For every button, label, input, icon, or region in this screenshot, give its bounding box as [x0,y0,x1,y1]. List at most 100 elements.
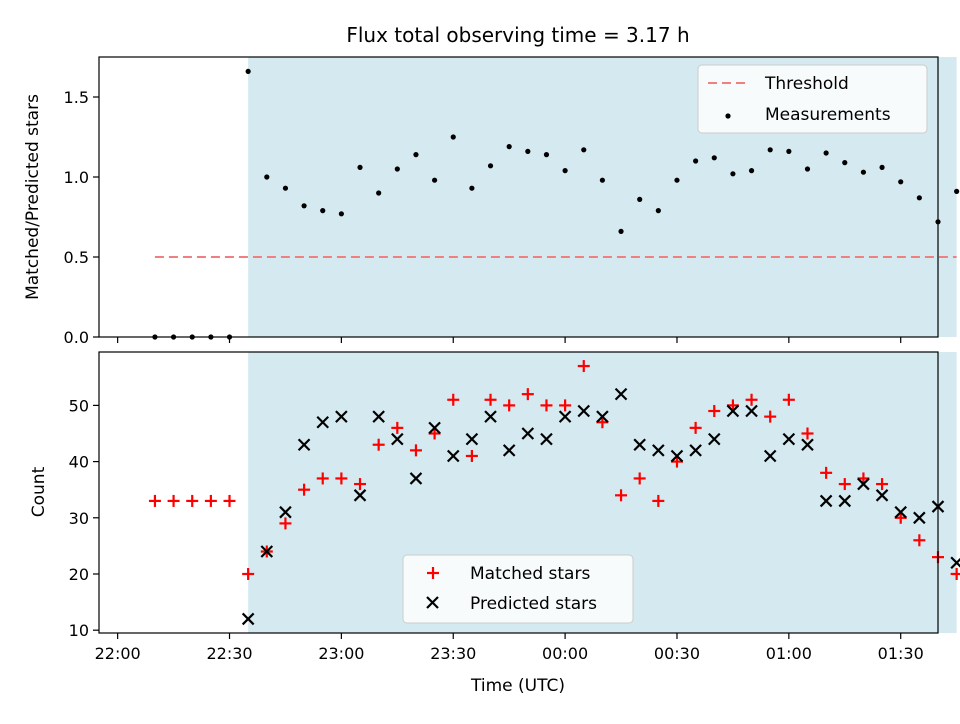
predicted-star-point [763,449,777,463]
predicted-star-point [707,432,721,446]
predicted-star-point [838,494,852,508]
matched-star-point [242,567,255,580]
bottom-legend: Matched stars Predicted stars [402,554,634,624]
measurement-point [357,164,363,170]
predicted-star-point [409,472,423,485]
x-tick-label: 00:00 [542,644,588,663]
matched-star-point [335,472,348,485]
x-tick-label: 23:30 [430,644,476,663]
predicted-star-point [801,438,814,452]
predicted-star-point [297,438,311,452]
predicted-star-point [446,449,460,463]
predicted-star-point [484,410,497,423]
measurement-point [338,211,344,217]
measurement-point [581,147,587,153]
measurement-point [394,166,400,172]
predicted-star-point [857,477,870,491]
measurement-point [748,168,755,174]
bottom-y-tick-label: 50 [69,396,89,415]
predicted-star-point [726,404,740,418]
matched-star-point [559,399,572,412]
predicted-star-point [819,494,833,508]
top-y-tick-label: 1.0 [64,168,89,187]
legend-measurements-swatch [725,113,731,119]
matched-star-point [708,405,721,418]
bottom-y-tick-label: 20 [69,565,89,584]
top-y-axis-label: Matched/Predicted stars [23,94,43,300]
matched-star-point [857,472,870,485]
matched-star-point [372,438,385,451]
matched-star-point [186,494,199,507]
x-tick-label: 01:30 [878,644,924,663]
x-tick-label: 01:00 [766,644,812,663]
top-axes-frame [98,56,939,338]
matched-star-point [409,444,422,457]
predicted-star-point [372,410,385,423]
matched-star-point [204,494,217,507]
predicted-star-point [782,432,796,446]
legend-predicted-swatch [426,596,439,609]
matched-star-point [615,489,628,502]
predicted-star-point [260,545,274,558]
predicted-star-point [633,438,646,452]
predicted-star-point [391,432,404,446]
predicted-star-point [428,421,441,435]
matched-star-point [577,360,590,373]
x-tick-label: 23:00 [318,644,364,663]
bottom-y-tick-label: 30 [69,509,89,528]
matched-star-point [670,455,683,468]
predicted-star-point [502,444,516,457]
measurement-point [879,164,885,170]
predicted-star-point [745,404,758,418]
matched-star-point [521,388,534,401]
matched-star-point [167,494,180,507]
x-tick-label: 22:30 [206,644,252,663]
measurement-point [842,160,848,166]
predicted-star-point [614,387,628,401]
predicted-star-point [913,511,926,525]
measurement-point [562,168,568,174]
matched-star-point [447,393,460,406]
measurement-point [282,185,289,191]
matched-star-point [745,393,758,406]
measurement-point [804,166,811,172]
matched-star-point [689,421,702,434]
matched-star-point [503,399,516,412]
measurement-point [711,155,717,161]
predicted-star-point [950,556,960,570]
top-y-tick-label: 1.5 [64,88,89,107]
top-legend: Threshold Measurements [697,64,928,134]
predicted-star-point [689,444,702,457]
bottom-legend-box [402,554,634,624]
matched-star-point [465,449,478,462]
matched-star-point [540,399,553,412]
measurement-point [264,174,270,180]
measurement-point [767,147,773,153]
matched-star-point [820,466,833,479]
matched-star-point [782,393,795,406]
measurement-point [450,134,456,140]
x-tick-label: 00:30 [654,644,700,663]
predicted-star-point [335,410,348,423]
matched-star-point [633,472,646,485]
measurement-point [786,148,792,154]
legend-matched-label: Matched stars [470,564,590,584]
predicted-star-point [652,444,665,457]
matched-star-point [652,494,665,507]
x-axis-label: Time (UTC) [470,676,565,696]
measurement-point [301,203,307,209]
measurement-point [916,195,922,201]
predicted-star-point [316,415,330,429]
matched-star-point [428,427,441,440]
predicted-star-point [894,505,907,519]
measurement-point [432,177,438,183]
x-tick-label: 22:00 [95,644,141,663]
predicted-star-point [521,427,535,440]
measurement-point [413,152,419,158]
predicted-star-point [577,404,591,418]
measurement-point [898,179,904,185]
top-legend-box [697,64,928,134]
chart-title: Flux total observing time = 3.17 h [346,23,689,47]
measurement-point [525,148,531,154]
